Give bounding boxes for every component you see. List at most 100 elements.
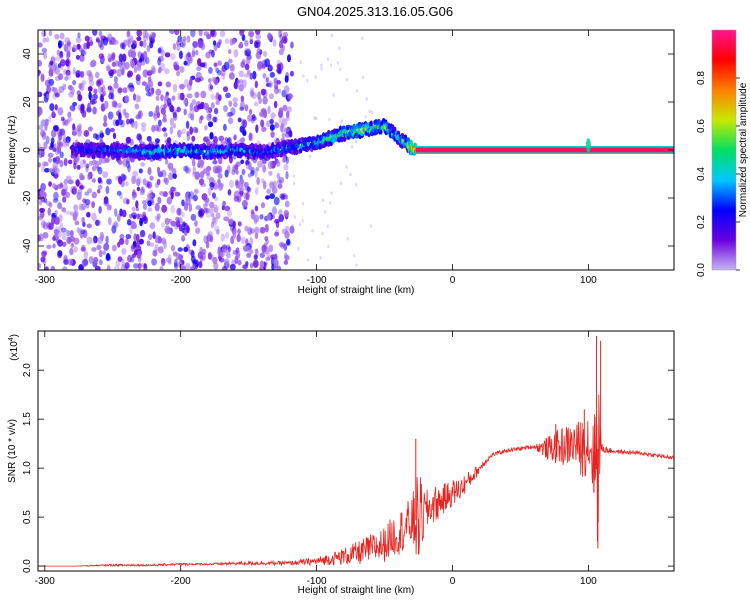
noise-speckle: [321, 198, 325, 203]
noise-speckle: [75, 73, 81, 78]
noise-speckle: [102, 37, 109, 46]
noise-speckle: [245, 159, 250, 165]
noise-speckle: [52, 236, 56, 241]
noise-speckle: [76, 164, 81, 170]
noise-speckle: [203, 102, 210, 111]
noise-speckle: [142, 40, 147, 48]
noise-speckle: [194, 220, 198, 227]
noise-speckle: [85, 163, 90, 169]
noise-speckle: [140, 186, 145, 194]
noise-speckle: [147, 80, 154, 89]
noise-speckle: [208, 207, 214, 213]
noise-speckle: [88, 71, 92, 78]
noise-speckle: [147, 167, 152, 175]
noise-speckle: [188, 203, 193, 213]
noise-speckle: [320, 63, 323, 68]
noise-speckle: [91, 165, 97, 172]
noise-speckle: [42, 37, 47, 43]
noise-speckle: [57, 202, 62, 210]
noise-speckle: [103, 242, 110, 251]
noise-speckle: [102, 90, 107, 97]
noise-speckle: [192, 239, 197, 247]
noise-speckle: [205, 165, 212, 172]
ridge-cell: [183, 143, 187, 147]
noise-speckle: [56, 230, 62, 239]
noise-speckle: [55, 226, 61, 232]
noise-speckle: [186, 35, 191, 43]
noise-speckle: [237, 221, 242, 227]
noise-speckle: [148, 69, 154, 75]
noise-speckle: [250, 228, 255, 234]
noise-speckle: [144, 32, 150, 38]
noise-speckle: [92, 133, 98, 139]
noise-speckle: [136, 178, 141, 187]
noise-speckle: [213, 107, 219, 115]
noise-speckle: [283, 85, 290, 94]
noise-speckle: [136, 176, 142, 184]
noise-speckle: [113, 221, 118, 227]
noise-speckle: [41, 47, 48, 54]
noise-speckle: [242, 264, 249, 270]
noise-speckle: [52, 243, 56, 249]
noise-speckle: [135, 200, 139, 209]
noise-speckle: [277, 88, 282, 94]
noise-speckle: [326, 224, 329, 229]
noise-speckle: [185, 120, 190, 129]
noise-speckle: [247, 114, 253, 122]
noise-speckle: [147, 200, 152, 207]
noise-speckle: [161, 127, 167, 132]
noise-speckle: [320, 66, 323, 71]
noise-speckle: [183, 98, 188, 105]
noise-speckle: [189, 78, 193, 86]
noise-speckle: [261, 244, 267, 253]
noise-speckle: [282, 104, 288, 112]
noise-speckle: [170, 220, 177, 227]
noise-speckle: [257, 160, 264, 168]
noise-speckle: [198, 261, 203, 269]
noise-speckle: [107, 85, 113, 91]
noise-speckle: [248, 161, 252, 171]
noise-speckle: [355, 89, 359, 93]
noise-speckle: [218, 155, 223, 165]
noise-speckle: [154, 215, 160, 220]
noise-speckle: [264, 58, 271, 68]
noise-speckle: [284, 194, 289, 200]
noise-speckle: [280, 194, 286, 201]
noise-speckle: [329, 63, 333, 68]
noise-speckle: [339, 181, 343, 185]
noise-speckle: [80, 229, 86, 235]
noise-speckle: [240, 60, 245, 67]
noise-speckle: [326, 57, 330, 62]
noise-speckle: [208, 66, 213, 74]
noise-speckle: [89, 99, 96, 105]
noise-speckle: [212, 165, 219, 174]
noise-speckle: [108, 92, 113, 100]
noise-speckle: [52, 165, 58, 175]
noise-speckle: [237, 228, 241, 235]
noise-speckle: [112, 132, 117, 140]
noise-speckle: [147, 181, 153, 189]
noise-speckle: [78, 83, 83, 90]
noise-speckle: [269, 71, 276, 78]
noise-speckle: [345, 165, 348, 169]
noise-speckle: [135, 233, 140, 243]
noise-speckle: [120, 264, 126, 270]
noise-speckle: [118, 119, 124, 126]
noise-speckle: [230, 107, 236, 116]
noise-speckle: [169, 30, 175, 35]
noise-speckle: [164, 52, 171, 58]
noise-speckle: [99, 130, 104, 139]
noise-speckle: [245, 191, 250, 201]
noise-speckle: [187, 51, 191, 58]
noise-speckle: [157, 236, 162, 244]
noise-speckle: [144, 56, 150, 65]
noise-speckle: [82, 221, 86, 228]
noise-speckle: [73, 237, 80, 245]
snr-multiplier: (x104): [8, 334, 20, 361]
noise-speckle: [237, 181, 244, 190]
noise-speckle: [261, 63, 266, 70]
noise-speckle: [212, 216, 217, 224]
noise-speckle: [176, 45, 181, 51]
noise-speckle: [198, 30, 203, 37]
noise-speckle: [147, 207, 153, 212]
